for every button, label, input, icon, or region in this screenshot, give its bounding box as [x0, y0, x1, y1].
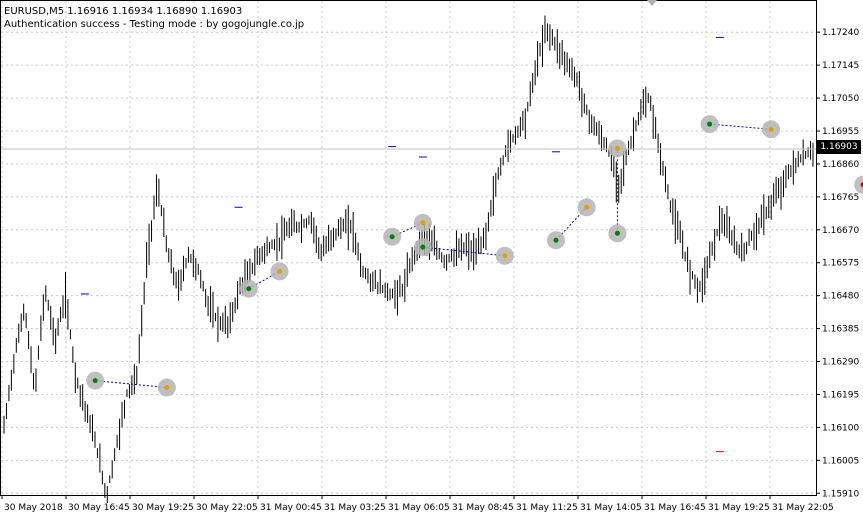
buy-arrow-icon: [92, 378, 98, 384]
x-tick-label: 30 May 16:45: [68, 503, 130, 513]
auth-status-text: Authentication success - Testing mode : …: [4, 19, 305, 30]
x-tick-label: 31 May 03:25: [324, 503, 386, 513]
y-tick-label: 1.16955: [822, 127, 859, 137]
sell-arrow-icon: [614, 145, 620, 151]
y-tick-label: 1.16100: [822, 423, 859, 433]
close-arrow-icon: [860, 182, 863, 188]
y-tick-label: 1.17240: [822, 28, 859, 38]
x-tick-label: 30 May 2018: [4, 503, 63, 513]
y-tick-label: 1.15910: [822, 489, 859, 499]
y-tick-label: 1.16290: [822, 358, 859, 368]
y-tick-label: 1.16860: [822, 160, 859, 170]
sell-arrow-icon: [502, 253, 508, 259]
buy-arrow-icon: [389, 234, 395, 240]
y-tick-label: 1.16385: [822, 325, 859, 335]
sell-arrow-icon: [164, 385, 170, 391]
x-axis: 30 May 2018 30 May 16:45 30 May 19:25 30 Ma…: [1, 495, 834, 513]
y-tick-label: 1.17050: [822, 94, 859, 104]
buy-arrow-icon: [246, 286, 252, 292]
current-price-label: 1.16903: [817, 140, 861, 154]
sell-arrow-icon: [276, 268, 282, 274]
x-tick-label: 30 May 19:25: [132, 503, 194, 513]
y-tick-label: 1.16670: [822, 226, 859, 236]
buy-arrow-icon: [707, 121, 713, 127]
x-tick-label: 31 May 16:45: [644, 503, 706, 513]
grid: [1, 1, 816, 495]
y-tick-label: 1.16005: [822, 456, 859, 466]
trade-link: [422, 246, 505, 257]
x-tick-label: 30 May 22:05: [196, 503, 258, 513]
x-tick-label: 31 May 14:05: [580, 503, 642, 513]
trade-markers: [86, 115, 863, 397]
x-tick-label: 31 May 11:25: [516, 503, 578, 513]
y-tick-label: 1.17145: [822, 61, 859, 71]
plot-frame: [0, 0, 817, 496]
candles: [3, 15, 814, 504]
symbol-ohlc-header: EURUSD,M5 1.16916 1.16934 1.16890 1.1690…: [4, 6, 243, 17]
trade-link: [709, 123, 772, 130]
trade-marker-circle: [854, 175, 863, 194]
order-dashes: [80, 36, 724, 453]
trade-link: [95, 380, 167, 389]
sell-arrow-icon: [584, 204, 590, 210]
x-tick-label: 31 May 06:05: [388, 503, 450, 513]
y-tick-label: 1.16195: [822, 390, 859, 400]
x-tick-label: 31 May 19:25: [708, 503, 770, 513]
scroll-marker-icon[interactable]: [647, 0, 657, 6]
y-tick-label: 1.16480: [822, 292, 859, 302]
x-tick-label: 31 May 22:05: [772, 503, 834, 513]
x-tick-label: 31 May 08:45: [452, 503, 514, 513]
x-tick-label: 31 May 00:45: [260, 503, 322, 513]
sell-arrow-icon: [420, 220, 426, 226]
buy-arrow-icon: [420, 244, 426, 250]
y-tick-label: 1.16765: [822, 193, 859, 203]
buy-arrow-icon: [614, 230, 620, 236]
sell-arrow-icon: [768, 126, 774, 132]
y-tick-label: 1.16575: [822, 259, 859, 269]
buy-arrow-icon: [553, 237, 559, 243]
y-axis: 1.17240 1.17145 1.17050 1.16955 1.16860 1.167…: [816, 28, 859, 499]
